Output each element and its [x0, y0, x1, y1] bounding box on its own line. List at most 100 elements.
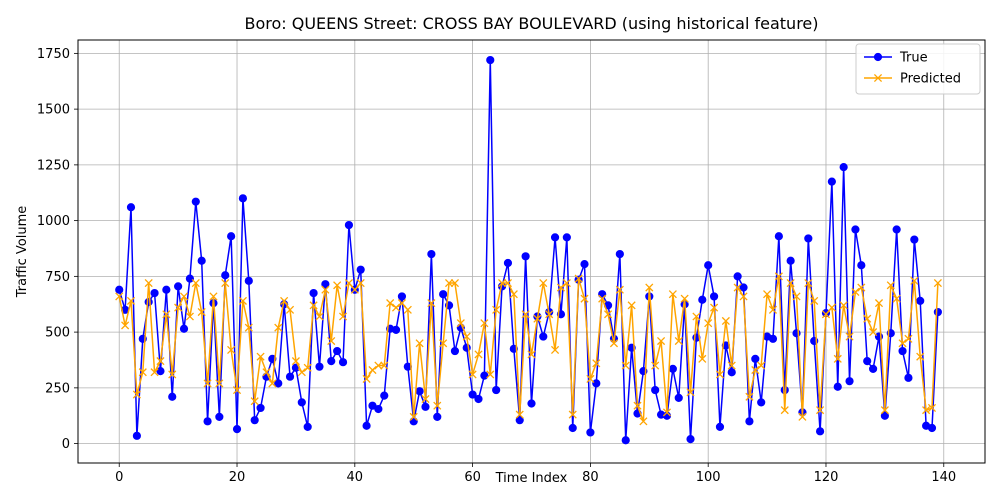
predicted-point: [386, 299, 395, 308]
predicted-point: [568, 410, 577, 419]
marker-stroke: [721, 316, 730, 326]
true-point: [704, 261, 713, 270]
true-point: [297, 398, 306, 407]
marker-stroke: [810, 296, 819, 305]
predicted-point: [662, 408, 672, 417]
true-point: [833, 382, 842, 391]
true-point: [132, 431, 141, 440]
marker-stroke: [869, 328, 878, 337]
predicted-point: [338, 312, 348, 321]
axes: 0 20 40 60 80 100 120 140 0 250 500 750 1000 1250 1500…: [37, 47, 956, 485]
predicted-point: [492, 305, 501, 314]
predicted-point: [562, 278, 571, 288]
predicted-point: [874, 299, 884, 308]
true-point: [327, 356, 336, 366]
predicted-point: [268, 379, 277, 388]
predicted-point: [333, 281, 342, 290]
marker-stroke: [733, 283, 742, 292]
predicted-point: [757, 361, 766, 370]
predicted-point: [468, 370, 477, 379]
marker-stroke: [450, 278, 459, 288]
legend-label: True: [899, 51, 928, 66]
marker-stroke: [680, 294, 689, 303]
marker-stroke: [851, 287, 860, 297]
true-point: [698, 295, 707, 304]
predicted-point: [639, 417, 648, 426]
predicted-point: [274, 323, 283, 332]
predicted-point: [280, 296, 289, 305]
predicted-point: [633, 401, 642, 410]
marker-stroke: [550, 345, 560, 355]
predicted-point: [362, 374, 371, 383]
predicted-point: [427, 299, 436, 308]
true-point: [621, 436, 630, 445]
marker-stroke: [710, 303, 719, 312]
true-point: [503, 258, 513, 268]
true-point: [244, 276, 253, 285]
true-point: [126, 203, 136, 212]
true-point: [174, 282, 183, 291]
marker-stroke: [704, 319, 713, 328]
predicted-point: [150, 368, 159, 377]
true-point: [586, 428, 595, 437]
true-point: [733, 272, 742, 281]
predicted-point: [833, 354, 842, 363]
x-axis-title: Time Index: [495, 471, 568, 486]
marker-stroke: [651, 361, 660, 370]
predicted-point: [480, 319, 489, 328]
marker-stroke: [768, 305, 778, 314]
predicted-line: [118, 275, 939, 423]
marker-stroke: [533, 314, 542, 323]
marker-stroke: [156, 357, 165, 366]
y-tick-label: 1000: [37, 214, 70, 229]
marker-stroke: [727, 361, 736, 370]
predicted-point: [439, 339, 448, 348]
marker-stroke: [497, 278, 507, 288]
y-tick-label: 750: [45, 270, 70, 285]
marker-stroke: [821, 310, 831, 319]
predicted-point: [763, 290, 772, 299]
predicted-point: [521, 310, 530, 319]
marker-stroke: [715, 370, 725, 379]
true-point: [509, 344, 518, 353]
predicted-point: [798, 412, 807, 421]
true-point: [839, 163, 848, 172]
x-tick-label: 0: [115, 470, 123, 485]
predicted-point: [238, 296, 247, 305]
predicted-point: [580, 294, 589, 303]
predicted-point: [816, 406, 825, 415]
y-tick-label: 1250: [37, 158, 70, 173]
marker-stroke: [403, 305, 412, 314]
true-point: [468, 390, 477, 399]
predicted-point: [321, 285, 330, 294]
marker-stroke: [492, 305, 501, 314]
true-point: [739, 283, 748, 292]
predicted-point: [657, 336, 666, 346]
marker-stroke: [203, 379, 212, 388]
predicted-point: [503, 278, 513, 288]
marker-stroke: [238, 296, 247, 305]
predicted-point: [221, 278, 230, 288]
marker-stroke: [121, 321, 130, 330]
true-point: [757, 398, 766, 407]
predicted-point: [162, 310, 171, 319]
predicted-point: [857, 283, 866, 292]
marker-stroke: [662, 408, 672, 417]
marker-stroke: [274, 323, 283, 332]
true-point: [780, 385, 789, 395]
legend-marker: [873, 52, 883, 62]
true-point: [315, 362, 324, 371]
marker-stroke: [427, 299, 436, 308]
legend-label: Predicted: [900, 72, 961, 87]
true-point: [285, 372, 295, 381]
predicted-point: [710, 303, 719, 312]
predicted-point: [126, 296, 136, 305]
marker-stroke: [621, 361, 630, 370]
predicted-point: [444, 278, 454, 288]
marker-stroke: [315, 312, 324, 321]
predicted-point: [792, 292, 801, 301]
true-point: [751, 354, 760, 363]
marker-stroke: [321, 285, 330, 294]
predicted-point: [250, 397, 259, 406]
marker-stroke: [468, 370, 477, 379]
